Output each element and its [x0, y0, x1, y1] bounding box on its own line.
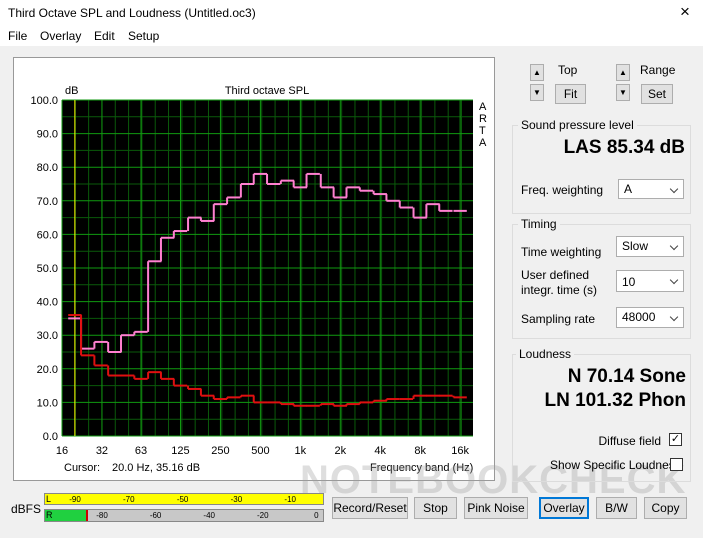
loudness-group	[512, 354, 691, 482]
y-tick-label: 40.0	[37, 297, 58, 309]
top-down[interactable]: ▼	[530, 84, 544, 101]
x-tick-label: 2k	[334, 445, 346, 457]
loudness-level-reading: LN 101.32 Phon	[544, 390, 687, 411]
meter-scale-label: -70	[123, 495, 135, 504]
record-button[interactable]: Record/Reset	[332, 497, 408, 519]
x-tick-label: 1k	[295, 445, 307, 457]
y-tick-label: 50.0	[37, 263, 58, 275]
y-tick-label: 20.0	[37, 364, 58, 376]
y-tick-label: 70.0	[37, 196, 58, 208]
x-tick-label: 4k	[374, 445, 386, 457]
menu-item[interactable]: Edit	[94, 29, 115, 43]
cursor-value: 20.0 Hz, 35.16 dB	[112, 462, 200, 474]
bw-button[interactable]: B/W	[596, 497, 637, 519]
x-axis-label: Frequency band (Hz)	[370, 462, 473, 474]
weighting-select[interactable]: A	[618, 179, 684, 199]
group-title: Sound pressure level	[518, 118, 637, 132]
x-tick-label: 32	[96, 445, 108, 457]
y-tick-label: 30.0	[37, 330, 58, 342]
meter-label: dBFS	[11, 502, 42, 516]
x-tick-label: 250	[211, 445, 229, 457]
top-label: Top	[558, 63, 578, 77]
time-weighting-select[interactable]: Slow	[616, 236, 684, 257]
meter-scale-label: 0	[314, 511, 319, 520]
copy-button[interactable]: Copy	[644, 497, 687, 519]
range-down[interactable]: ▼	[616, 84, 630, 101]
meter-scale-label: -90	[69, 495, 81, 504]
weighting-label: Freq. weighting	[521, 183, 604, 197]
meter-scale-label: -40	[203, 511, 215, 520]
x-tick-label: 16k	[451, 445, 469, 457]
fit-button[interactable]: Fit	[555, 84, 586, 104]
y-tick-label: 90.0	[37, 129, 58, 141]
meter-scale-label: -80	[96, 511, 108, 520]
range-up[interactable]: ▲	[616, 64, 630, 81]
menu-item[interactable]: Setup	[128, 29, 160, 43]
y-tick-label: 60.0	[37, 229, 58, 241]
meter-level	[45, 510, 86, 521]
y-tick-label: 0.0	[43, 431, 58, 443]
title-bar	[0, 0, 703, 26]
menu-item[interactable]: Overlay	[40, 29, 82, 43]
meter-bottom	[44, 509, 324, 522]
window-title: Third Octave SPL and Loudness (Untitled.…	[8, 6, 256, 20]
x-tick-label: 500	[251, 445, 269, 457]
meter-peak	[86, 510, 88, 521]
specific-label: Show Specific Loudness	[550, 458, 681, 472]
y-tick-label: 80.0	[37, 162, 58, 174]
integr-input[interactable]: 10	[616, 270, 684, 292]
x-tick-label: 16	[56, 445, 68, 457]
meter-channel: L	[46, 494, 52, 504]
timing-group	[512, 224, 691, 339]
y-tick-label: 10.0	[37, 397, 58, 409]
y-axis-label: dB	[65, 85, 78, 97]
brand: ARTA	[479, 101, 487, 149]
chart-title: Third octave SPL	[225, 85, 309, 97]
meter-scale-label: -30	[230, 495, 243, 504]
top-up[interactable]: ▲	[530, 64, 544, 81]
cursor-label: Cursor:	[64, 462, 100, 474]
integr-label: User defined integr. time (s)	[521, 268, 598, 297]
time-weighting-label: Time weighting	[521, 245, 602, 259]
range-label: Range	[640, 63, 676, 77]
rate-label: Sampling rate	[521, 312, 596, 326]
diffuse-checkbox[interactable]: ✓	[669, 433, 682, 446]
menu-bar	[0, 26, 703, 46]
x-tick-label: 8k	[414, 445, 426, 457]
meter-scale-label: -60	[149, 511, 162, 520]
group-title: Timing	[518, 217, 560, 231]
stop-button[interactable]: Stop	[414, 497, 457, 519]
group-title: Loudness	[516, 347, 575, 361]
meter-scale-label: -10	[284, 495, 296, 504]
overlay-button[interactable]: Overlay	[539, 497, 589, 519]
close-button[interactable]: ×	[680, 2, 690, 21]
menu-item[interactable]: File	[8, 29, 28, 43]
set-button[interactable]: Set	[641, 84, 673, 104]
diffuse-label: Diffuse field	[598, 434, 661, 448]
y-tick-label: 100.0	[30, 95, 58, 107]
loudness-reading: N 70.14 Sone	[567, 366, 686, 387]
specific-checkbox[interactable]	[670, 458, 683, 471]
watermark: NOTEBOOKCHECK	[300, 458, 687, 502]
x-tick-label: 125	[171, 445, 189, 457]
meter-scale-label: -50	[176, 495, 189, 504]
meter-top	[44, 493, 324, 505]
rate-select[interactable]: 48000	[616, 307, 684, 328]
meter-scale-label: -20	[257, 511, 269, 520]
x-tick-label: 63	[135, 445, 147, 457]
pink-noise-button[interactable]: Pink Noise	[464, 497, 528, 519]
meter-channel: R	[46, 510, 53, 520]
spl-reading: LAS 85.34 dB	[563, 137, 685, 158]
